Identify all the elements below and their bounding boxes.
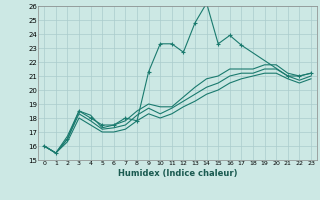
- X-axis label: Humidex (Indice chaleur): Humidex (Indice chaleur): [118, 169, 237, 178]
